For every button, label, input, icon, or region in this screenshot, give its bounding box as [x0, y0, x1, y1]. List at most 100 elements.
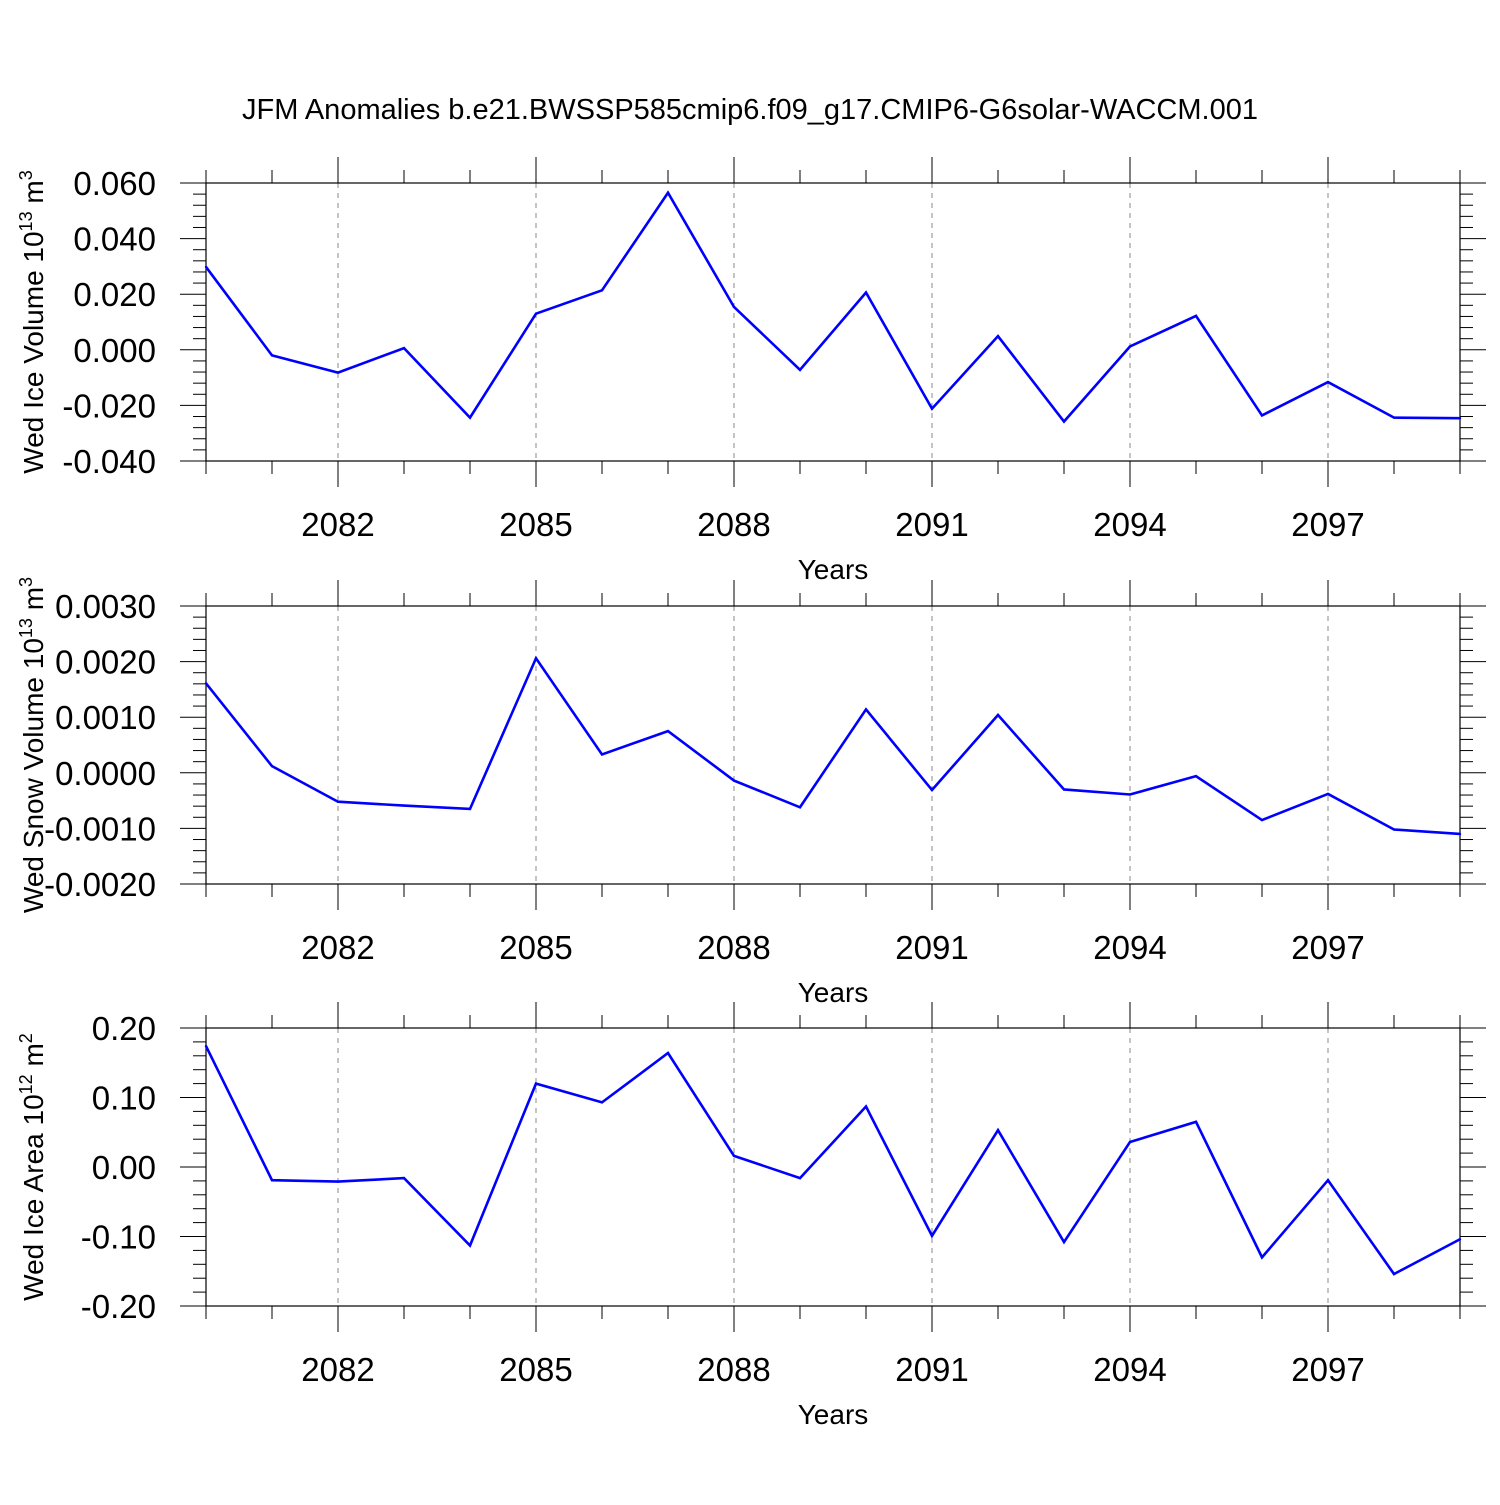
data-point — [1062, 1240, 1066, 1244]
data-point — [1194, 774, 1198, 778]
x-tick-label: 2088 — [697, 1351, 770, 1388]
x-axis-label: Years — [798, 554, 869, 585]
data-point — [336, 371, 340, 374]
x-axis-label: Years — [798, 1399, 869, 1430]
data-point — [798, 806, 802, 809]
panel-3: -0.20 -0.10 0.00 0.10 0.20 2082 2085 2088 2091 20… — [16, 1002, 1486, 1430]
data-point — [270, 1179, 274, 1182]
x-tick-label: 2085 — [499, 1351, 572, 1388]
x-tick-label: 2091 — [895, 1351, 968, 1388]
x-tick-label: 2085 — [499, 929, 572, 966]
data-point — [1392, 416, 1396, 419]
data-point — [864, 1105, 868, 1108]
data-point — [732, 305, 736, 309]
data-point — [666, 1051, 670, 1055]
series-line — [204, 190, 1461, 424]
y-tick-label: 0.060 — [73, 165, 156, 202]
data-point — [468, 1244, 472, 1247]
data-point — [204, 265, 208, 269]
data-point — [600, 753, 604, 756]
y-tick-label: 0.20 — [92, 1010, 156, 1047]
x-tick-label: 2082 — [301, 1351, 374, 1388]
data-point — [996, 334, 1000, 338]
data-point — [1326, 380, 1330, 384]
data-point — [534, 312, 538, 315]
y-axis-label-superscript: 13 — [16, 618, 36, 638]
data-point — [1326, 792, 1330, 796]
data-point — [930, 788, 934, 792]
data-point — [1260, 414, 1264, 417]
data-point — [798, 368, 802, 372]
data-point — [1062, 788, 1066, 791]
x-tick-label: 2094 — [1093, 929, 1166, 966]
data-point — [864, 708, 868, 711]
plot-frame — [205, 182, 1461, 462]
y-axis-label: Wed Snow Volume 1013 m3 — [16, 577, 49, 913]
y-tick-label: -0.0020 — [44, 866, 156, 903]
data-point — [270, 354, 274, 357]
data-point — [204, 1044, 208, 1048]
y-tick-label: -0.20 — [81, 1288, 156, 1325]
x-tick-label: 2094 — [1093, 506, 1166, 543]
data-point — [402, 1176, 406, 1180]
x-tick-label: 2085 — [499, 506, 572, 543]
data-point — [336, 800, 340, 803]
panel-1: -0.040 -0.020 0.000 0.020 0.040 0.060 2082 2085… — [16, 157, 1486, 585]
plot-frame — [205, 605, 1461, 885]
panel-2: -0.0020 -0.0010 0.0000 0.0010 0.0020 0.0030 20… — [16, 577, 1486, 1008]
data-point — [798, 1176, 802, 1180]
data-point — [270, 764, 274, 768]
y-axis-label-part: m — [18, 587, 49, 618]
data-point — [1392, 828, 1396, 831]
y-axis-label-part: Wed Snow Volume 10 — [18, 638, 49, 913]
data-point — [732, 779, 736, 782]
y-tick-label: -0.10 — [81, 1219, 156, 1256]
y-tick-label: 0.000 — [73, 332, 156, 369]
y-tick-label: 0.0010 — [55, 699, 156, 736]
data-point — [534, 657, 538, 660]
y-tick-label: 0.0000 — [55, 755, 156, 792]
data-point — [1392, 1272, 1396, 1276]
data-point — [336, 1180, 340, 1183]
y-axis-label-superscript: 3 — [16, 577, 36, 587]
y-axis-label-part: m — [18, 180, 49, 211]
x-tick-label: 2097 — [1291, 1351, 1364, 1388]
data-point — [1260, 818, 1264, 822]
x-tick-label: 2091 — [895, 506, 968, 543]
data-point — [1194, 1120, 1198, 1124]
data-point — [1326, 1179, 1330, 1182]
y-axis-label-superscript: 3 — [16, 170, 36, 180]
data-point — [1128, 793, 1132, 796]
y-axis-label-part: Wed Ice Volume 10 — [18, 231, 49, 473]
y-tick-label: 0.10 — [92, 1080, 156, 1117]
x-tick-label: 2082 — [301, 506, 374, 543]
data-point — [1458, 1238, 1462, 1241]
series-line — [204, 1045, 1461, 1276]
x-axis-label: Years — [798, 977, 869, 1008]
plot-frame — [205, 1027, 1461, 1307]
data-point — [930, 1234, 934, 1238]
data-point — [666, 729, 670, 733]
y-tick-label: -0.040 — [62, 443, 156, 480]
y-tick-label: 0.020 — [73, 276, 156, 313]
y-tick-label: -0.0010 — [44, 810, 156, 847]
y-axis-label-part: Wed Ice Area 10 — [18, 1094, 49, 1301]
y-tick-label: 0.0020 — [55, 644, 156, 681]
data-point — [666, 191, 670, 194]
x-tick-label: 2088 — [697, 929, 770, 966]
data-point — [468, 416, 472, 419]
chart-title: JFM Anomalies b.e21.BWSSP585cmip6.f09_g1… — [242, 94, 1258, 126]
data-point — [996, 1128, 1000, 1132]
data-point — [534, 1082, 538, 1085]
x-tick-label: 2088 — [697, 506, 770, 543]
y-axis-label-superscript: 13 — [16, 211, 36, 231]
y-tick-label: 0.0030 — [55, 588, 156, 625]
data-point — [864, 291, 868, 294]
data-point — [1128, 1140, 1132, 1144]
data-point — [600, 289, 604, 292]
y-tick-label: 0.00 — [92, 1149, 156, 1186]
data-point — [1194, 314, 1198, 318]
data-point — [402, 346, 406, 350]
y-axis-label: Wed Ice Volume 1013 m3 — [16, 170, 49, 473]
